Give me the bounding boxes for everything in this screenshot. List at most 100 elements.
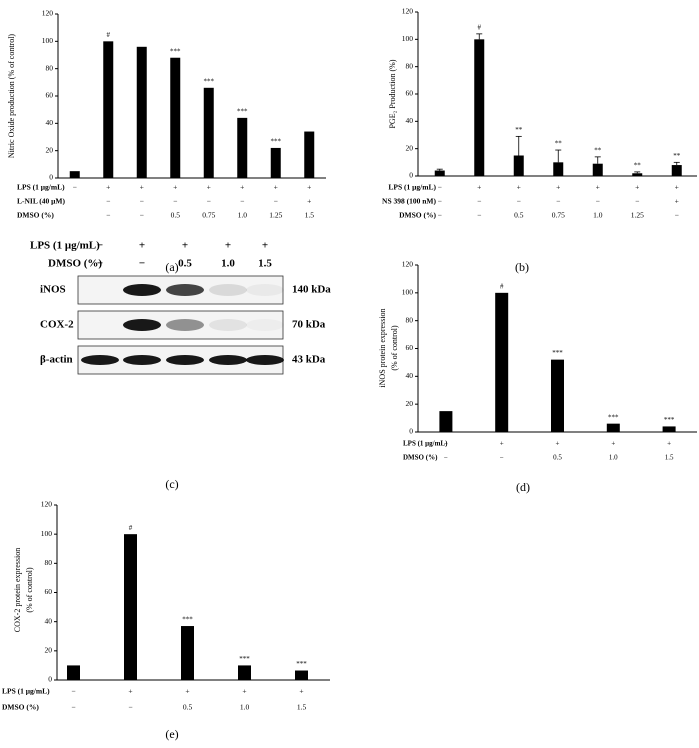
bar [551,359,564,432]
y-tick-label: 40 [406,371,414,380]
y-tick-label: 0 [409,171,413,180]
y-axis-label: (% of control) [390,325,399,371]
bar [632,173,643,176]
y-tick-label: 100 [41,529,53,538]
bar [124,534,137,680]
significance-mark: ** [555,140,563,148]
significance-mark: *** [170,47,181,55]
bar [495,292,509,432]
condition-value: − [635,197,639,206]
bar [439,411,453,432]
condition-value: − [438,211,442,220]
y-tick-label: 120 [402,260,414,269]
bar [181,626,194,680]
condition-value: − [106,197,110,206]
y-axis-label: (% of control) [25,567,34,613]
condition-value: − [517,197,521,206]
condition-label: DMSO (%) [399,211,436,220]
condition-value: + [299,687,303,696]
bar [238,665,251,680]
condition-label: NS 398 (100 nM) [382,197,436,206]
condition-label: DMSO (%) [2,703,39,712]
y-tick-label: 40 [46,118,54,127]
condition-value: + [240,183,244,192]
condition-label: LPS (1 μg/mL) [17,183,65,192]
condition-value: + [307,197,311,206]
condition-label: DMSO (%) [17,211,54,220]
condition-value: + [307,183,311,192]
condition-value: − [207,197,211,206]
significance-mark: ** [515,126,523,134]
y-tick-label: 40 [45,616,53,625]
y-tick-label: 100 [42,36,54,45]
bar [103,41,114,179]
y-tick-label: 60 [45,587,53,596]
significance-mark: *** [182,616,193,624]
y-tick-label: 20 [45,646,53,655]
condition-label: LPS (1 μg/mL) [30,240,100,252]
condition-value: + [225,240,231,252]
y-tick-label: 120 [41,500,53,509]
condition-value: − [596,197,600,206]
condition-label: L-NIL (40 μM) [17,197,66,206]
blot-band [166,319,204,331]
condition-value: + [185,687,189,696]
condition-value: − [106,211,110,220]
bar [606,423,620,432]
significance-mark: ** [634,162,642,170]
y-axis-label: iNOS protein expression [378,308,387,387]
panel-label: (b) [515,260,529,274]
bar [69,171,80,178]
condition-value: − [444,454,448,462]
condition-value: 0.5 [553,454,562,462]
condition-value: + [500,440,504,448]
significance-mark: ** [594,146,602,154]
bar [270,147,281,178]
y-axis-label: COX-2 protein expression [13,548,22,632]
bar [513,155,524,176]
condition-value: − [556,197,560,206]
y-axis-label: Nitric Oxide production (% of control) [7,34,16,159]
condition-value: − [274,197,278,206]
y-tick-label: 80 [46,63,54,72]
panel-label: (a) [165,260,178,274]
condition-value: 1.25 [269,211,282,220]
condition-value: + [675,197,679,206]
condition-value: − [444,440,448,448]
condition-value: 0.5 [171,211,181,220]
condition-value: 1.5 [665,454,674,462]
bar [295,670,308,680]
condition-value: 1.5 [258,258,272,270]
y-tick-label: 0 [409,427,413,436]
condition-value: − [438,183,442,192]
bar [203,87,214,178]
bar [474,39,485,177]
condition-value: + [477,183,481,192]
y-tick-label: 80 [406,315,414,324]
y-tick-label: 0 [48,675,52,684]
condition-value: − [73,183,77,192]
bar [67,665,80,680]
y-tick-label: 60 [406,89,414,98]
condition-value: + [274,183,278,192]
blot-size-label: 70 kDa [292,319,326,331]
condition-value: + [556,183,560,192]
y-tick-label: 100 [402,288,414,297]
blot-band [123,319,161,331]
bar [553,162,564,176]
condition-value: − [477,197,481,206]
condition-value: 0.5 [183,703,193,712]
condition-value: 1.0 [593,211,603,220]
y-tick-label: 20 [406,143,414,152]
condition-value: + [675,183,679,192]
bar [304,131,315,178]
bar [237,117,248,178]
condition-value: − [97,258,103,270]
condition-value: − [675,211,679,220]
significance-mark: *** [552,349,563,357]
condition-value: − [240,197,244,206]
blot-row-label: β-actin [40,354,73,366]
y-tick-label: 60 [406,343,414,352]
blot-row-label: COX-2 [40,319,74,331]
